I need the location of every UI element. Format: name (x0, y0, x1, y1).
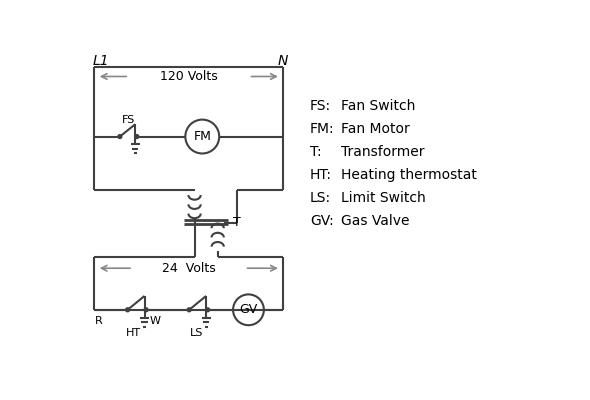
Text: FM:: FM: (310, 122, 335, 136)
Text: Limit Switch: Limit Switch (341, 191, 425, 205)
Text: Fan Motor: Fan Motor (341, 122, 409, 136)
Text: T:: T: (310, 145, 322, 159)
Text: L1: L1 (93, 54, 110, 68)
Circle shape (187, 308, 191, 312)
Circle shape (135, 135, 139, 138)
Text: W: W (149, 316, 160, 326)
Text: 120 Volts: 120 Volts (160, 70, 218, 83)
Text: FS:: FS: (310, 99, 331, 113)
Text: LS:: LS: (310, 191, 331, 205)
Text: Fan Switch: Fan Switch (341, 99, 415, 113)
Circle shape (144, 308, 148, 312)
Text: N: N (278, 54, 289, 68)
Text: HT: HT (126, 328, 140, 338)
Circle shape (118, 135, 122, 138)
Text: GV: GV (240, 303, 258, 316)
Circle shape (206, 308, 209, 312)
Text: R: R (95, 316, 103, 326)
Circle shape (126, 308, 130, 312)
Text: HT:: HT: (310, 168, 332, 182)
Text: GV:: GV: (310, 214, 334, 228)
Text: 24  Volts: 24 Volts (162, 262, 216, 275)
Text: Heating thermostat: Heating thermostat (341, 168, 477, 182)
Text: Transformer: Transformer (341, 145, 424, 159)
Text: T: T (233, 216, 241, 228)
Text: Gas Valve: Gas Valve (341, 214, 409, 228)
Text: FM: FM (194, 130, 211, 143)
Text: LS: LS (190, 328, 204, 338)
Text: FS: FS (122, 115, 136, 125)
